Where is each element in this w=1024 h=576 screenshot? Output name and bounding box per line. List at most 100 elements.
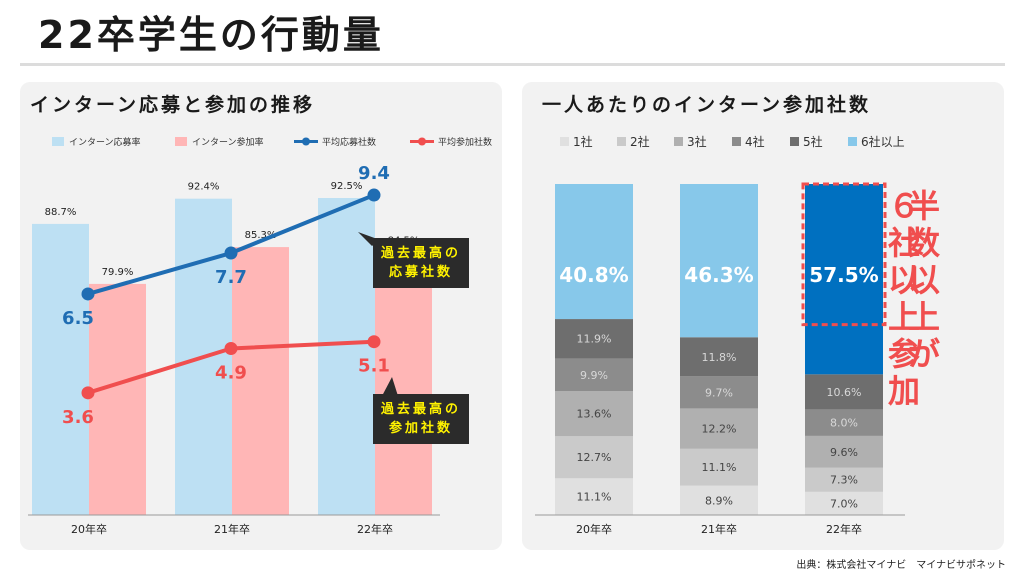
legend-label: 2社	[630, 134, 650, 149]
segment-label: 11.1%	[577, 491, 612, 504]
segment-label: 12.7%	[577, 451, 612, 464]
stacked-bar-segment	[680, 337, 758, 377]
x-tick-label: 22年卒	[357, 522, 393, 536]
bar	[32, 223, 89, 515]
banner-char: 加	[888, 372, 923, 410]
segment-label: 10.6%	[827, 386, 862, 399]
callout-line-1: 過去最高の	[380, 246, 461, 261]
line-data-label: 3.6	[62, 407, 94, 428]
line-point	[224, 246, 238, 260]
stacked-bar-segment	[680, 448, 758, 486]
banner-char: 上	[888, 298, 923, 336]
bar-data-label: 88.7%	[45, 207, 77, 218]
legend-label: 平均応募社数	[322, 136, 376, 148]
line-point	[367, 188, 381, 202]
stacked-bar-segment	[680, 485, 758, 515]
segment-label: 7.0%	[830, 497, 858, 510]
segment-label: 46.3%	[684, 263, 753, 287]
page-title: 22卒学生の行動量	[38, 13, 384, 57]
legend-swatch	[175, 137, 187, 146]
banner-char: が	[908, 335, 943, 373]
line-point	[81, 386, 95, 400]
legend-label: 平均参加社数	[438, 136, 492, 148]
segment-label: 11.1%	[702, 461, 737, 474]
callout-record-applications: 過去最高の 応募社数	[373, 238, 469, 288]
legend-label: 4社	[745, 134, 765, 149]
segment-label: 11.9%	[577, 333, 612, 346]
line-data-label: 6.5	[62, 308, 94, 329]
line-point	[224, 342, 238, 356]
title-divider	[20, 63, 1005, 66]
legend-swatch-marker	[302, 137, 310, 146]
segment-label: 57.5%	[809, 263, 878, 287]
stacked-bar-segment	[805, 409, 883, 436]
banner-char: 社	[888, 224, 923, 262]
banner-char: 以	[888, 261, 923, 299]
highlight-frame	[801, 182, 887, 327]
segment-label: 12.2%	[702, 423, 737, 436]
stacked-bar-segment	[805, 491, 883, 515]
line-data-label: 5.1	[358, 356, 390, 377]
callout-record-participation: 過去最高の 参加社数	[373, 394, 469, 444]
line-point	[81, 287, 95, 301]
callout-line-1: 過去最高の	[380, 402, 461, 417]
segment-label: 8.9%	[705, 494, 733, 507]
stacked-bar-segment	[555, 319, 633, 359]
segment-label: 9.7%	[705, 386, 733, 399]
segment-label: 7.3%	[830, 474, 858, 487]
segment-label: 9.9%	[580, 369, 608, 382]
legend-swatch	[790, 137, 799, 146]
left-chart-title: インターン応募と参加の推移	[30, 94, 316, 116]
banner-char: 上	[908, 298, 943, 336]
right-chart-title: 一人あたりのインターン参加社数	[542, 94, 872, 116]
legend-swatch	[848, 137, 857, 146]
x-tick-label: 21年卒	[701, 522, 737, 536]
banner-char: 以	[908, 261, 943, 299]
banner-char: 半	[908, 187, 943, 225]
stacked-bar-segment	[805, 374, 883, 410]
stacked-bar-segment	[555, 184, 633, 320]
legend-label: 3社	[687, 134, 707, 149]
bar	[232, 247, 289, 516]
banner-char: 数	[908, 224, 943, 262]
legend-swatch	[674, 137, 683, 146]
line-data-label: 9.4	[358, 163, 390, 184]
bar-data-label: 92.4%	[188, 182, 220, 193]
callout-pointer	[382, 377, 398, 396]
banner-char: 参	[888, 335, 923, 373]
bar	[375, 252, 432, 515]
callout-line-2: 応募社数	[388, 265, 453, 280]
stacked-bar-segment	[555, 478, 633, 515]
legend-swatch-marker	[418, 137, 426, 146]
line-data-label: 4.9	[215, 363, 247, 384]
bar	[89, 283, 146, 515]
banner-char: ６	[888, 187, 923, 225]
stacked-bar-segment	[680, 408, 758, 449]
segment-label: 40.8%	[559, 263, 628, 287]
stacked-bar-segment	[555, 358, 633, 392]
highlight-banner-col2: ６ 社 以 上 参 加	[888, 187, 923, 410]
bar-data-label: 79.9%	[102, 267, 134, 278]
legend-label: 6社以上	[861, 134, 905, 149]
legend-label: インターン参加率	[192, 136, 264, 148]
stacked-bar-segment	[805, 467, 883, 492]
x-tick-label: 20年卒	[71, 522, 107, 536]
x-tick-label: 20年卒	[576, 522, 612, 536]
source-note: 出典：株式会社マイナビ マイナビサポネット	[796, 560, 1006, 571]
stacked-bar-segment	[555, 391, 633, 437]
segment-label: 13.6%	[577, 408, 612, 421]
line-point	[367, 335, 381, 349]
stacked-bar-segment	[555, 436, 633, 479]
legend-swatch	[560, 137, 569, 146]
legend-label: インターン応募率	[69, 136, 141, 148]
bar-data-label: 92.5%	[331, 181, 363, 192]
segment-label: 8.0%	[830, 417, 858, 430]
x-tick-label: 21年卒	[214, 522, 250, 536]
segment-label: 9.6%	[830, 446, 858, 459]
legend-swatch	[52, 137, 64, 146]
legend-swatch	[617, 137, 626, 146]
line-data-label: 7.7	[215, 267, 247, 288]
legend-swatch	[732, 137, 741, 146]
legend-label: 5社	[803, 134, 823, 149]
